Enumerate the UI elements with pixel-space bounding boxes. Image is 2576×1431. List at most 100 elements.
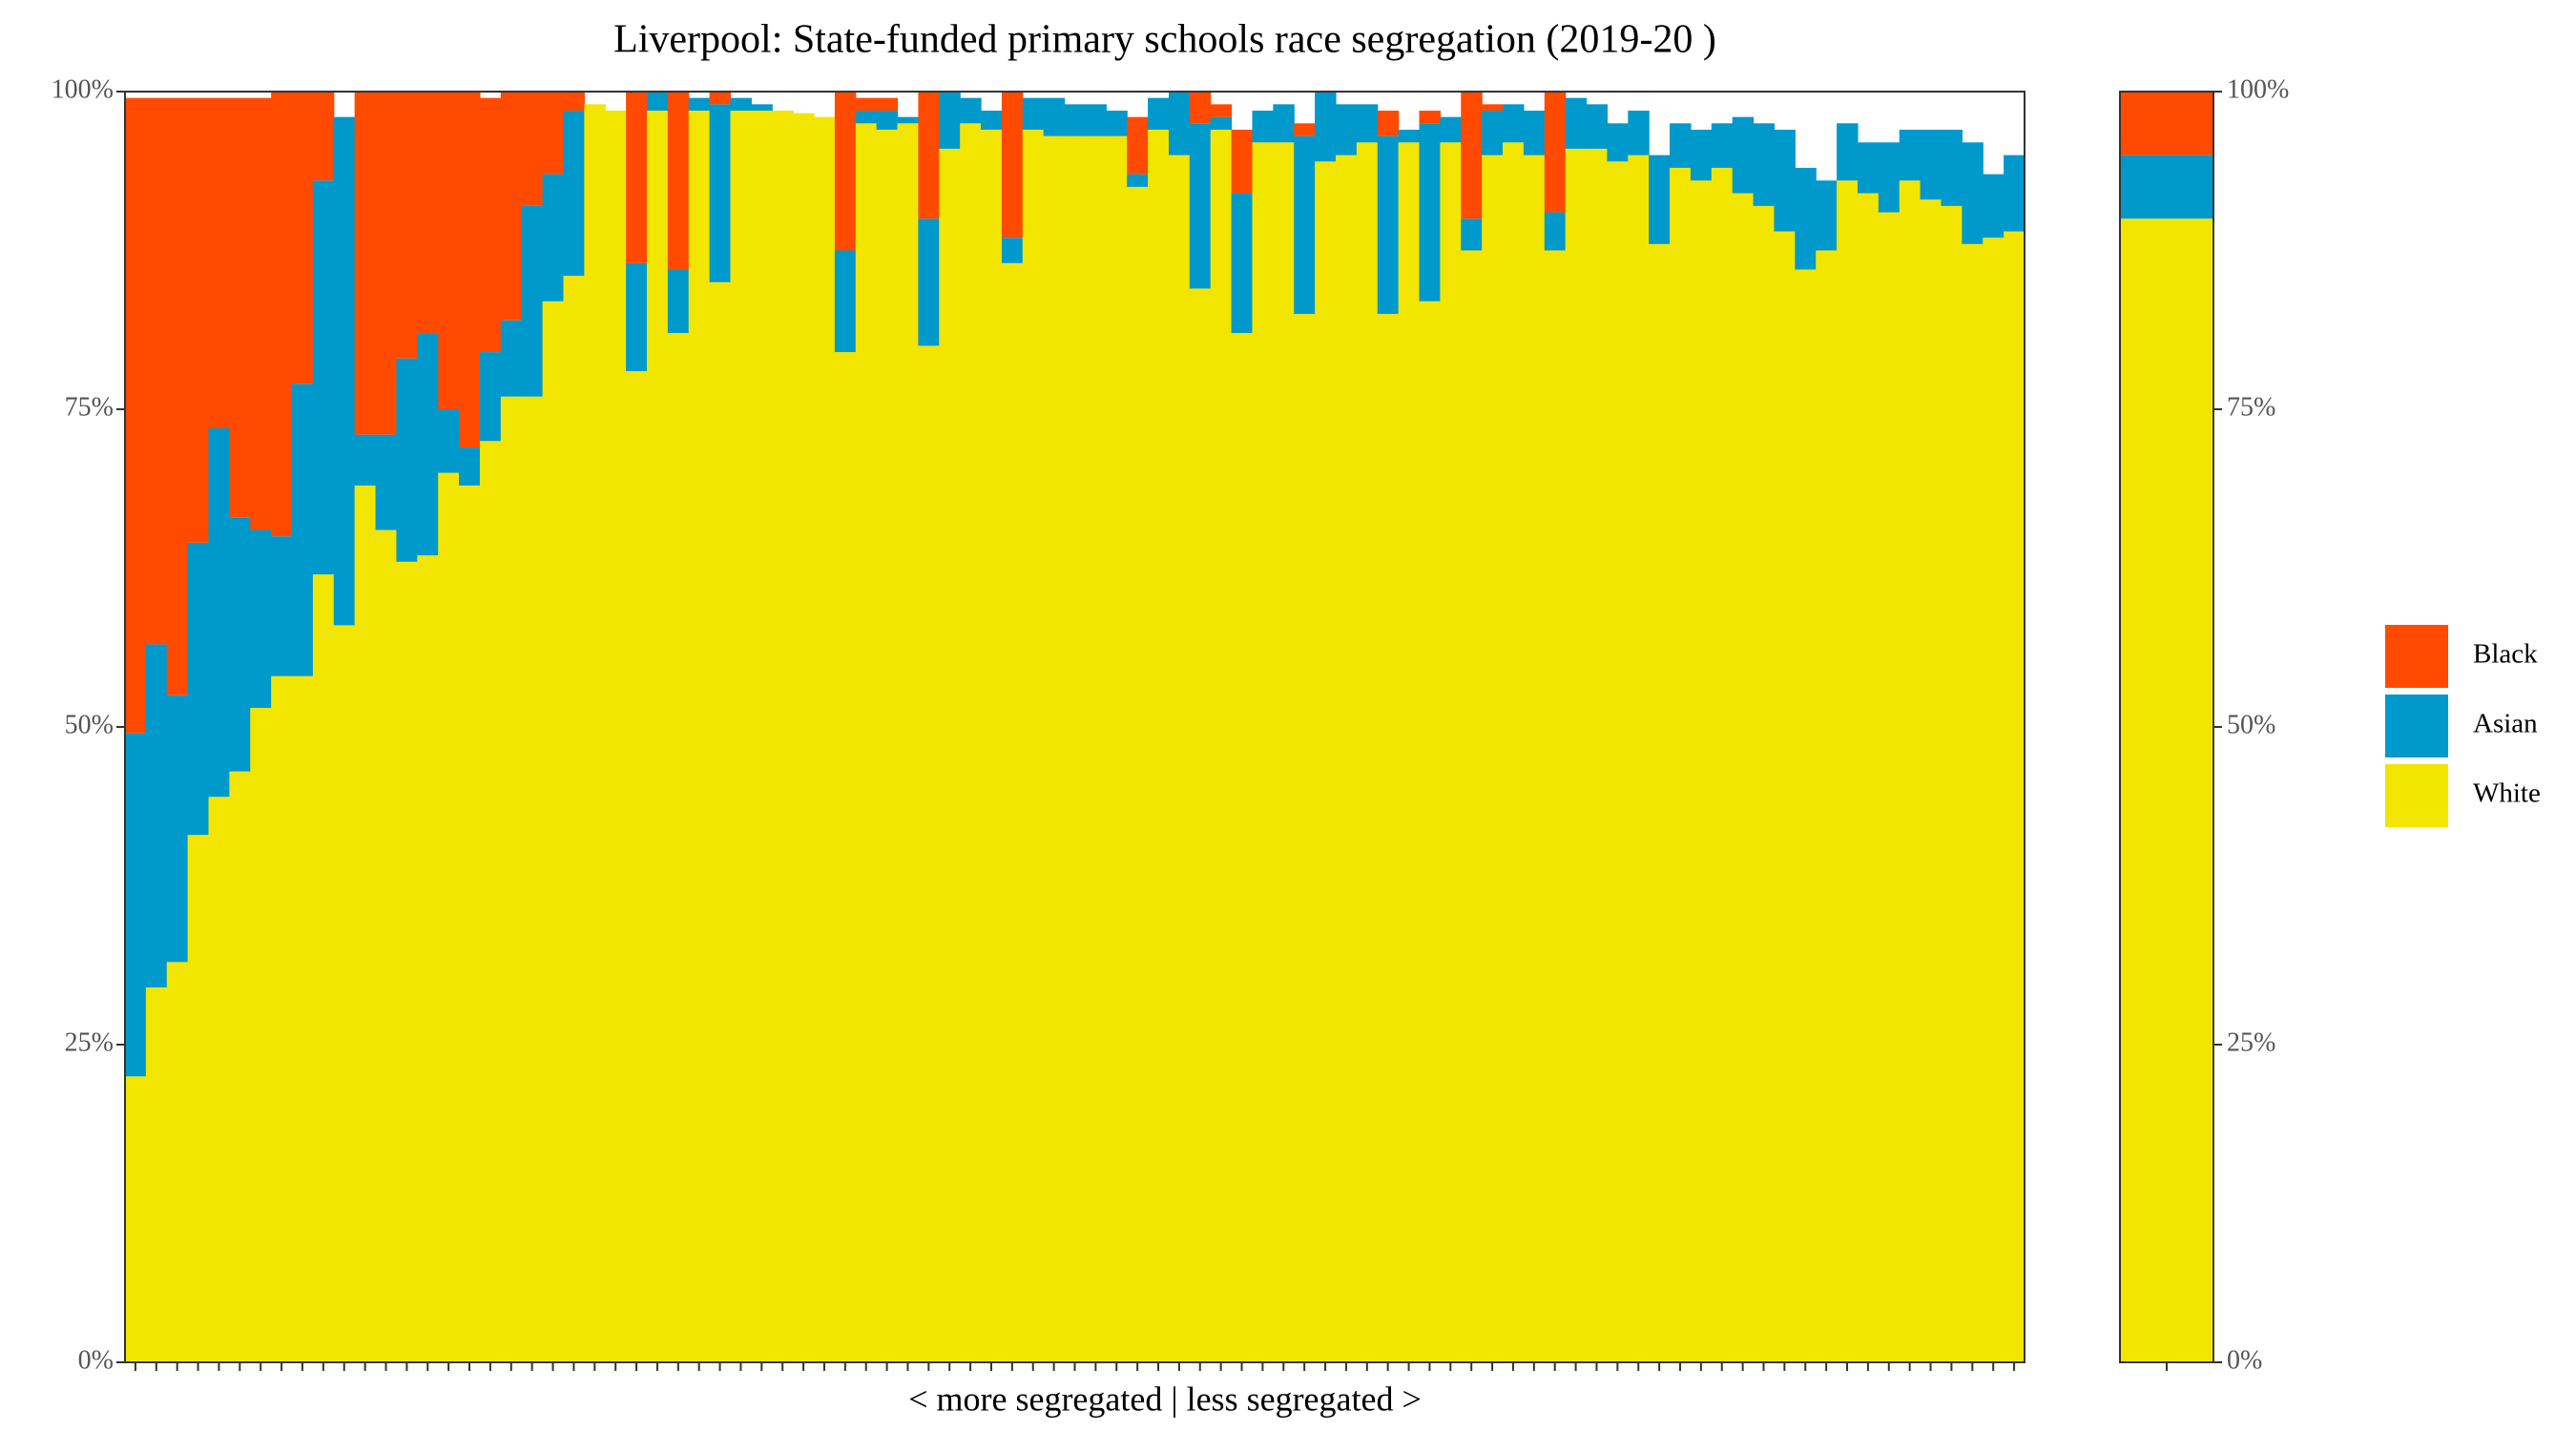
bar-segment [667, 269, 690, 334]
bar-segment [521, 396, 544, 1362]
bar-segment [1377, 135, 1400, 315]
bar-segment [208, 427, 230, 798]
legend-swatch [2385, 764, 2448, 827]
bar-segment [834, 250, 857, 353]
bar-segment [375, 434, 398, 530]
bar-segment [2120, 218, 2214, 1363]
y-tick-label: 0% [2227, 1345, 2262, 1375]
bar-segment [354, 434, 377, 486]
bar-segment [145, 644, 168, 988]
bar-segment [834, 352, 857, 1362]
bar-segment [981, 110, 1003, 130]
bar-segment [271, 92, 293, 537]
x-axis-label: < more segregated | less segregated > [908, 1379, 1422, 1418]
bar-segment [646, 92, 669, 111]
bar-segment [1878, 212, 1901, 1362]
bar-segment [1106, 135, 1128, 1362]
bar-segment [1649, 243, 1671, 1363]
bar-segment [1899, 129, 1922, 181]
bar-segment [1001, 262, 1024, 1362]
bar-segment [876, 97, 899, 111]
bar-segment [1544, 92, 1567, 213]
bar-segment [1231, 333, 1254, 1363]
y-tick-label: 100% [2227, 74, 2289, 104]
bar-segment [1189, 123, 1212, 289]
bar-segment [1064, 135, 1087, 1362]
bar-segment [1607, 161, 1629, 1362]
bar-segment [1649, 155, 1671, 244]
bar-segment [166, 695, 189, 963]
bar-segment [125, 97, 147, 734]
bar-segment [250, 97, 272, 530]
legend-label: Asian [2473, 709, 2538, 739]
bar-segment [1732, 193, 1755, 1362]
bar-segment [1544, 212, 1567, 251]
bar-segment [1920, 129, 1942, 200]
bar-segment [500, 396, 523, 1362]
bar-segment [1085, 104, 1107, 136]
bar-segment [1001, 92, 1024, 238]
bar-segment [709, 281, 732, 1362]
bar-segment [897, 123, 920, 1362]
bar-segment [688, 110, 711, 1363]
bar-segment [208, 797, 230, 1362]
bar-segment [1962, 142, 1984, 244]
bar-segment [521, 92, 544, 206]
bar-segment [312, 180, 335, 575]
bar-segment [1753, 123, 1776, 206]
bar-segment [542, 92, 565, 175]
y-tick-label: 75% [65, 392, 114, 422]
bar-segment [1294, 314, 1316, 1363]
bar-segment [1043, 135, 1066, 1362]
bar-segment [834, 92, 857, 251]
bar-segment [1503, 104, 1525, 143]
bar-segment [1377, 110, 1400, 136]
bar-segment [1252, 110, 1274, 143]
bar-segment [1440, 142, 1462, 1362]
bar-segment [438, 472, 460, 1363]
bar-segment [1816, 180, 1838, 251]
bar-segment [751, 110, 773, 1363]
bar-segment [1753, 205, 1776, 1362]
bar-segment [250, 529, 272, 709]
bar-segment [1711, 123, 1734, 168]
bar-segment [1920, 199, 1942, 1363]
bar-segment [1189, 288, 1212, 1363]
bar-segment [1022, 97, 1045, 130]
bar-segment [814, 116, 836, 1362]
bar-segment [229, 517, 251, 772]
bar-segment [354, 92, 377, 435]
bar-segment [1983, 174, 2005, 238]
bar-segment [1148, 97, 1170, 130]
bar-segment [459, 485, 481, 1362]
bar-segment [375, 529, 398, 1362]
bar-segment [438, 409, 460, 473]
bar-segment [1085, 135, 1107, 1362]
bar-segment [1127, 116, 1149, 175]
bar-segment [1398, 142, 1421, 1362]
bar-segment [730, 97, 752, 111]
bar-segment [354, 485, 377, 1362]
bar-segment [271, 675, 293, 1362]
bar-segment [1335, 104, 1358, 156]
bar-segment [250, 708, 272, 1362]
bar-segment [1398, 129, 1421, 143]
bar-segment [667, 92, 690, 270]
bar-segment [1273, 142, 1295, 1362]
bar-segment [1837, 180, 1859, 1363]
bar-segment [312, 92, 335, 181]
bar-segment [333, 625, 356, 1362]
bar-segment [1586, 148, 1609, 1363]
bar-segment [960, 97, 982, 124]
bar-segment [605, 110, 627, 1363]
bar-segment [1335, 155, 1358, 1363]
bar-segment [396, 92, 418, 359]
bar-segment [208, 97, 230, 428]
bar-segment [292, 92, 314, 384]
bar-segment [479, 441, 502, 1362]
bar-segment [1628, 110, 1650, 156]
bar-segment [793, 113, 815, 1362]
bar-segment [1189, 92, 1212, 124]
bar-segment [563, 276, 585, 1362]
bar-segment [1482, 155, 1504, 1363]
